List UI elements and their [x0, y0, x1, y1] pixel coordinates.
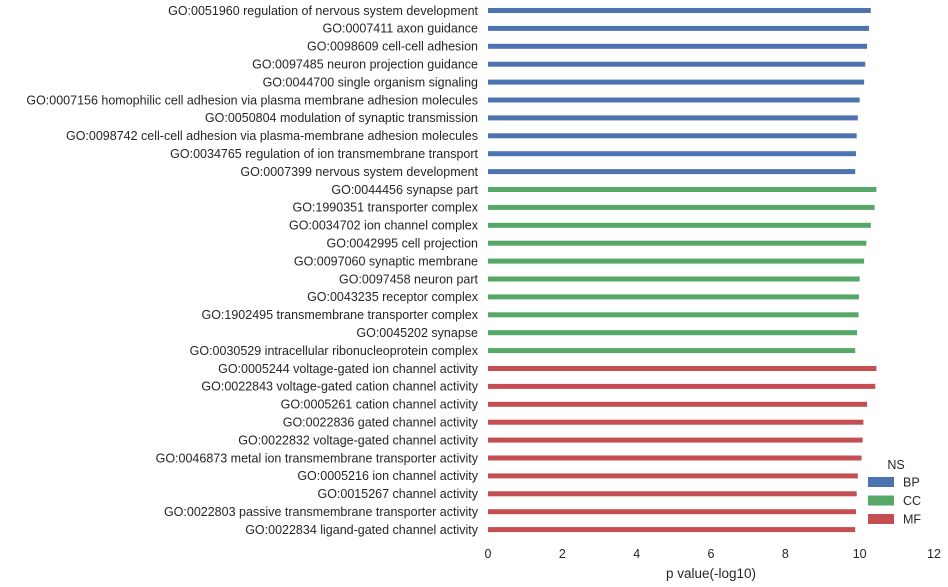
bar-cc-15: [488, 276, 860, 282]
bar-mf-21: [488, 383, 876, 389]
category-label: GO:0007156 homophilic cell adhesion via …: [26, 93, 478, 107]
bar-cc-18: [488, 330, 858, 336]
bar-bp-3: [488, 61, 866, 67]
x-tick-label: 8: [782, 547, 789, 561]
bar-cc-16: [488, 294, 859, 300]
legend-title: NS: [887, 458, 904, 472]
category-label: GO:0042995 cell projection: [327, 237, 479, 251]
category-label: GO:1990351 transporter complex: [292, 201, 478, 215]
legend-label-bp: BP: [903, 476, 920, 490]
bar-mf-24: [488, 437, 863, 443]
category-label: GO:0050804 modulation of synaptic transm…: [205, 111, 478, 125]
x-axis-ticks: 0 2 4 6 8 10 12: [485, 547, 941, 561]
bar-cc-19: [488, 348, 856, 354]
bar-mf-25: [488, 455, 862, 461]
category-label: GO:0030529 intracellular ribonucleoprote…: [190, 344, 479, 358]
legend: NS BP CC MF: [868, 458, 921, 527]
bar-bp-5: [488, 97, 860, 103]
x-axis-label: p value(-log10): [666, 566, 756, 581]
category-label: GO:0022843 voltage-gated cation channel …: [201, 380, 478, 394]
category-label: GO:0097485 neuron projection guidance: [252, 58, 478, 72]
category-label: GO:0022803 passive transmembrane transpo…: [164, 505, 479, 519]
x-tick-label: 4: [633, 547, 640, 561]
category-label: GO:0015267 channel activity: [317, 487, 478, 501]
bar-bp-2: [488, 43, 868, 49]
bar-bp-7: [488, 133, 857, 139]
bar-mf-29: [488, 527, 856, 533]
bar-mf-27: [488, 491, 857, 497]
bar-bp-4: [488, 79, 865, 85]
x-tick-label: 12: [927, 547, 941, 561]
category-label: GO:1902495 transmembrane transporter com…: [201, 308, 478, 322]
category-label: GO:0034765 regulation of ion transmembra…: [170, 147, 478, 161]
category-label: GO:0097458 neuron part: [339, 272, 479, 286]
category-label: GO:0043235 receptor complex: [307, 290, 479, 304]
category-label: GO:0005261 cation channel activity: [281, 398, 479, 412]
category-label: GO:0051960 regulation of nervous system …: [168, 4, 478, 18]
bar-cc-14: [488, 258, 865, 264]
category-label: GO:0022836 gated channel activity: [283, 416, 479, 430]
x-tick-label: 10: [853, 547, 867, 561]
legend-swatch-bp: [868, 477, 894, 487]
bar-mf-26: [488, 473, 858, 479]
bar-cc-13: [488, 240, 867, 246]
category-label: GO:0022832 voltage-gated channel activit…: [238, 433, 478, 447]
category-label: GO:0044456 synapse part: [331, 183, 478, 197]
category-label: GO:0097060 synaptic membrane: [294, 254, 478, 268]
category-label: GO:0044700 single organism signaling: [263, 75, 478, 89]
category-label: GO:0098742 cell-cell adhesion via plasma…: [66, 129, 478, 143]
category-label: GO:0045202 synapse: [356, 326, 478, 340]
x-tick-label: 0: [485, 547, 492, 561]
legend-label-cc: CC: [903, 494, 921, 508]
category-label: GO:0007399 nervous system development: [240, 165, 478, 179]
x-tick-label: 6: [708, 547, 715, 561]
bar-cc-12: [488, 222, 871, 228]
legend-swatch-mf: [868, 514, 894, 524]
bar-mf-22: [488, 401, 868, 407]
bar-bp-6: [488, 115, 858, 121]
category-label: GO:0098609 cell-cell adhesion: [307, 40, 478, 54]
bar-bp-8: [488, 151, 856, 157]
category-labels: GO:0051960 regulation of nervous system …: [26, 4, 478, 537]
category-label: GO:0022834 ligand-gated channel activity: [245, 523, 479, 537]
category-label: GO:0007411 axon guidance: [323, 22, 478, 36]
category-label: GO:0005244 voltage-gated ion channel act…: [218, 362, 479, 376]
bar-bp-1: [488, 25, 869, 31]
bar-cc-10: [488, 187, 877, 192]
category-label: GO:0034702 ion channel complex: [289, 219, 479, 233]
bar-cc-11: [488, 204, 875, 210]
legend-swatch-cc: [868, 495, 894, 506]
bar-mf-23: [488, 419, 864, 425]
legend-label-mf: MF: [903, 513, 921, 527]
category-label: GO:0005216 ion channel activity: [297, 469, 478, 483]
bar-bp-0: [488, 8, 871, 13]
bar-cc-17: [488, 312, 859, 318]
x-tick-label: 2: [559, 547, 566, 561]
bar-mf-20: [488, 366, 877, 371]
bars-layer: [488, 8, 877, 533]
bar-bp-9: [488, 169, 856, 175]
bar-mf-28: [488, 509, 856, 515]
category-label: GO:0046873 metal ion transmembrane trans…: [156, 451, 479, 465]
